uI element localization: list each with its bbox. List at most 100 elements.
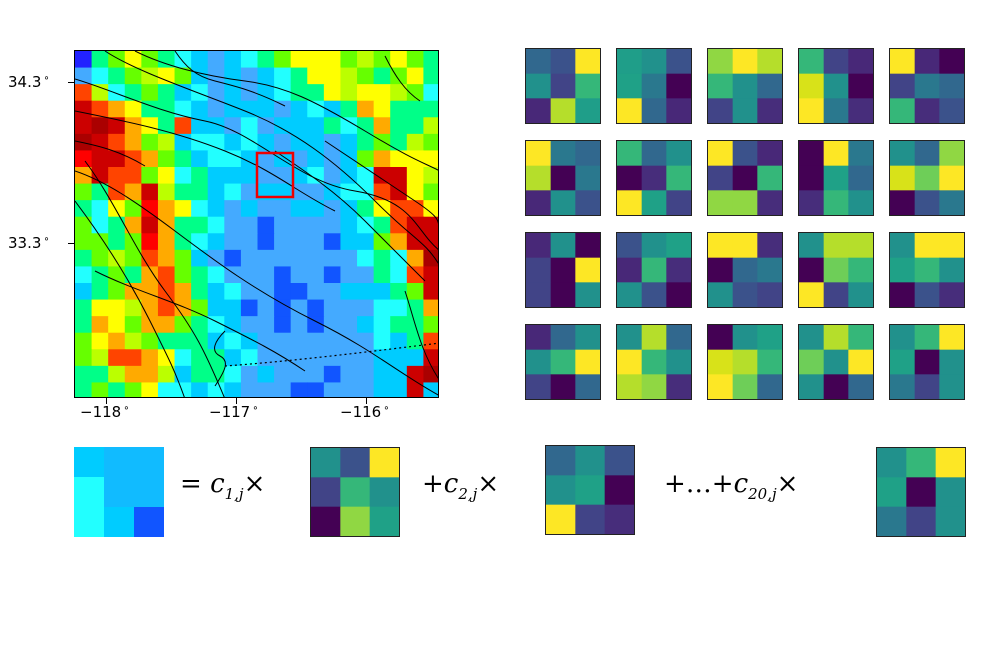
atom-cell xyxy=(757,165,782,191)
heatmap-cell xyxy=(91,51,109,69)
heatmap-cell xyxy=(406,84,425,102)
atom-cell xyxy=(914,282,940,307)
heatmap-cell xyxy=(108,51,126,69)
dictionary-atom-tile xyxy=(525,324,601,400)
heatmap-cell xyxy=(274,233,292,251)
heatmap-cell xyxy=(141,349,159,367)
heatmap-cell xyxy=(191,150,209,168)
atom-cell xyxy=(575,282,600,307)
heatmap-cell xyxy=(157,150,176,168)
heatmap-cell xyxy=(75,51,93,69)
atom-cell xyxy=(575,475,606,506)
atom-cell xyxy=(848,257,873,283)
heatmap-cell xyxy=(75,100,93,118)
heatmap-cell xyxy=(373,233,391,251)
heatmap-cell xyxy=(124,299,142,317)
atom-cell xyxy=(939,374,964,399)
heatmap-cell xyxy=(240,382,259,397)
heatmap-cell xyxy=(191,51,209,69)
heatmap-cell xyxy=(423,332,438,350)
heatmap-cell xyxy=(357,266,375,284)
atom-cell xyxy=(708,282,734,307)
atom-cell xyxy=(641,165,667,191)
atom-cell xyxy=(666,233,691,259)
heatmap-cell xyxy=(406,51,425,69)
atom-cell xyxy=(848,325,873,351)
atom-cell xyxy=(575,190,600,215)
heatmap-cell xyxy=(191,382,209,397)
heatmap-cell xyxy=(174,316,192,334)
heatmap-cell xyxy=(224,51,242,69)
heatmap-cell xyxy=(207,100,225,118)
heatmap-cell xyxy=(124,249,142,268)
heatmap-cell xyxy=(390,216,408,234)
heatmap-cell xyxy=(207,200,225,218)
heatmap-cell xyxy=(108,216,126,234)
heatmap-cell xyxy=(307,150,325,168)
heatmap-cell xyxy=(108,283,126,301)
heatmap-cell xyxy=(141,167,159,185)
heatmap-cell xyxy=(157,365,176,384)
atom-cell xyxy=(340,506,371,536)
atom-cell xyxy=(877,477,907,508)
heatmap-cell xyxy=(124,382,142,397)
atom-cell xyxy=(877,448,907,478)
dictionary-atom-tile xyxy=(616,140,692,216)
atom-cell xyxy=(757,282,782,307)
heatmap-cell xyxy=(240,167,259,185)
heatmap-cell xyxy=(257,316,275,334)
heatmap-cell xyxy=(157,67,176,85)
atom-cell xyxy=(757,374,782,399)
heatmap-cell xyxy=(423,67,438,85)
atom-cell xyxy=(914,374,940,399)
heatmap-cell xyxy=(75,183,93,201)
y-tick-mark xyxy=(68,82,74,83)
heatmap-cell xyxy=(240,100,259,118)
heatmap-cell xyxy=(274,84,292,102)
heatmap-cell xyxy=(290,117,308,135)
dictionary-atom-tile xyxy=(798,48,874,124)
heatmap-cell xyxy=(224,67,242,85)
atom-cell xyxy=(890,141,916,167)
heatmap-cell xyxy=(141,200,159,218)
heatmap-cell xyxy=(157,382,176,397)
heatmap-cell xyxy=(174,216,192,234)
heatmap-cell xyxy=(75,84,93,102)
heatmap-cell xyxy=(373,150,391,168)
heatmap-cell xyxy=(108,316,126,334)
heatmap-cell xyxy=(124,266,142,284)
fault-map-heatmap xyxy=(74,50,439,398)
atom-cell xyxy=(848,190,873,215)
patch-cell xyxy=(74,507,105,537)
heatmap-cell xyxy=(91,100,109,118)
heatmap-cell xyxy=(323,266,342,284)
heatmap-cell xyxy=(91,266,109,284)
atom-cell xyxy=(757,257,782,283)
heatmap-cell xyxy=(75,249,93,268)
atom-cell xyxy=(914,257,940,283)
heatmap-cell xyxy=(274,117,292,135)
dictionary-atom-tile xyxy=(525,48,601,124)
heatmap-cell xyxy=(108,150,126,168)
heatmap-cell xyxy=(340,332,358,350)
atom-cell xyxy=(369,448,399,478)
atom-cell xyxy=(666,282,691,307)
heatmap-cell xyxy=(290,167,308,185)
heatmap-cell xyxy=(423,51,438,69)
atom-cell xyxy=(666,73,691,99)
heatmap-cell xyxy=(108,299,126,317)
dictionary-atom-tile xyxy=(616,324,692,400)
heatmap-cell xyxy=(307,233,325,251)
atom-cell xyxy=(732,233,758,259)
heatmap-cell xyxy=(340,283,358,301)
fault-line xyxy=(214,330,226,387)
heatmap-cell xyxy=(257,349,275,367)
heatmap-cell xyxy=(174,200,192,218)
atom-cell xyxy=(641,49,667,75)
heatmap-cell xyxy=(157,349,176,367)
heatmap-cell xyxy=(240,51,259,69)
atom-cell xyxy=(550,233,576,259)
atom-cell xyxy=(848,165,873,191)
atom-cell xyxy=(526,325,552,351)
heatmap-cell xyxy=(174,233,192,251)
